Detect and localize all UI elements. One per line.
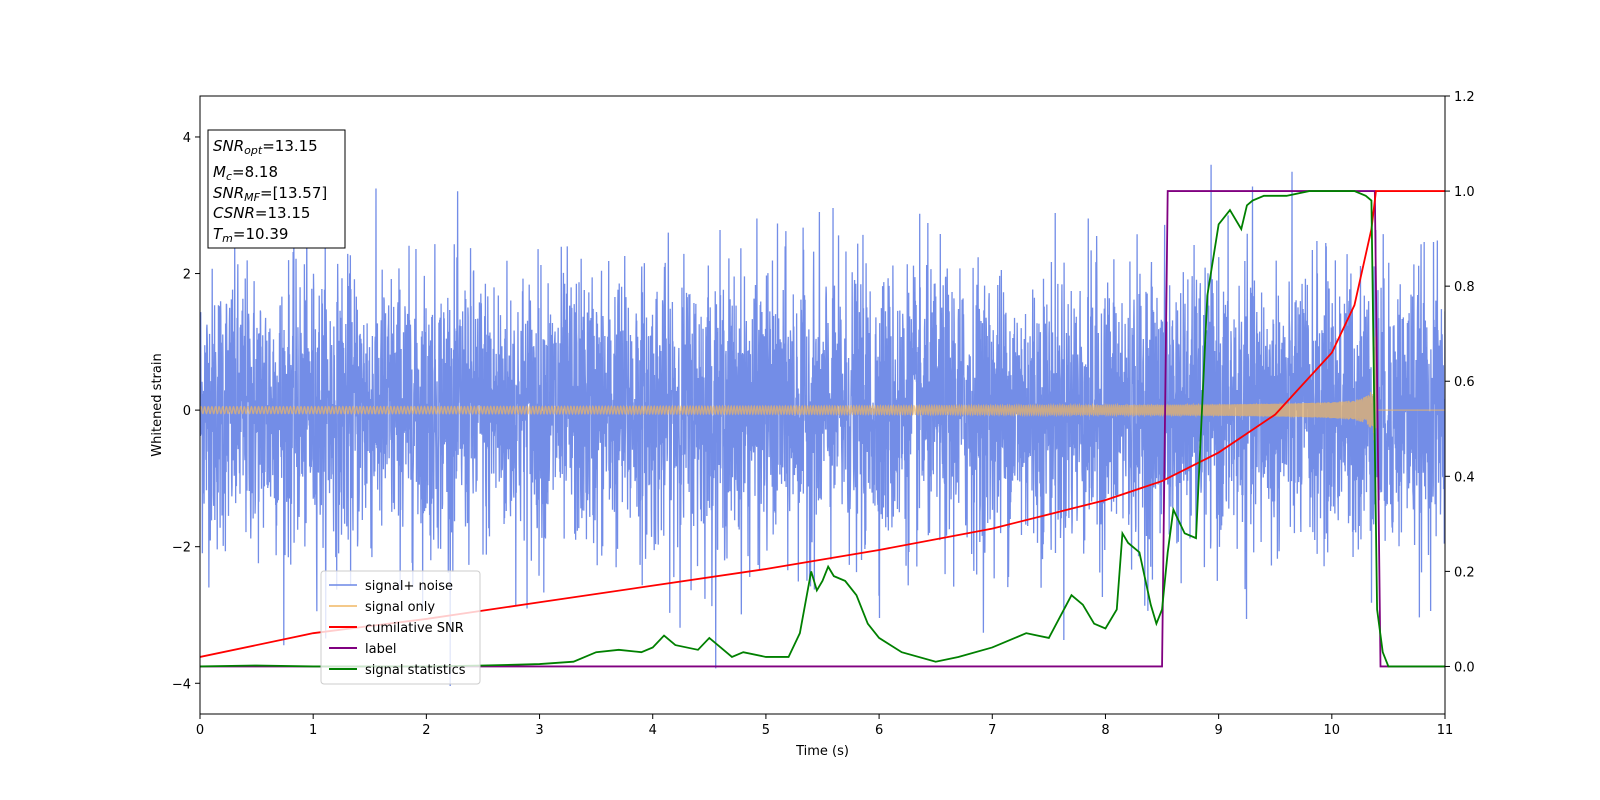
axes-frame [199, 95, 1446, 715]
x-tick-label: 2 [422, 723, 430, 738]
y2-tick-label: 0.8 [1454, 280, 1475, 295]
y-tick-label: 4 [183, 131, 191, 146]
x-tick-label: 4 [649, 723, 657, 738]
series-signal-statistics [200, 190, 1445, 668]
stat-tm: Tm=10.39 [213, 225, 288, 245]
stat-snr-mf: SNRMF=[13.57] [213, 184, 327, 204]
series-cumulative-snr [200, 190, 1445, 658]
legend-label: signal statistics [365, 663, 466, 678]
y2-tick-label: 0.2 [1454, 565, 1475, 580]
series-signal-only [200, 327, 1445, 458]
legend-label: signal only [365, 600, 435, 615]
y-tick-label: −4 [172, 677, 191, 692]
y2-tick-label: 1.0 [1454, 185, 1475, 200]
x-axis-label: Time (s) [795, 744, 849, 759]
y-tick-label: −2 [172, 541, 191, 556]
x-tick-label: 5 [762, 723, 770, 738]
x-tick-label: 3 [535, 723, 543, 738]
x-axis: 0 1 2 3 4 5 6 7 8 9 10 11 [196, 714, 1453, 738]
stat-mc: Mc=8.18 [213, 163, 278, 183]
legend: signal+ noise signal only cumilative SNR la… [320, 570, 481, 685]
y2-tick-label: 0.0 [1454, 660, 1475, 675]
legend-label: label [365, 642, 396, 657]
plot-border [199, 95, 1446, 715]
x-tick-label: 7 [988, 723, 996, 738]
y-tick-label: 2 [183, 268, 191, 283]
x-tick-label: 6 [875, 723, 883, 738]
y2-tick-label: 0.4 [1454, 470, 1475, 485]
y2-tick-label: 0.6 [1454, 375, 1475, 390]
legend-label: signal+ noise [365, 579, 453, 594]
legend-label: cumilative SNR [365, 621, 464, 636]
stat-csnr: CSNR=13.15 [213, 204, 310, 222]
x-tick-label: 9 [1214, 723, 1222, 738]
x-tick-label: 10 [1324, 723, 1341, 738]
y2-tick-label: 1.2 [1454, 90, 1475, 105]
y-axis-left: 4 2 0 −2 −4 [172, 131, 200, 692]
x-tick-label: 11 [1437, 723, 1454, 738]
x-tick-label: 0 [196, 723, 204, 738]
stats-box: SNRopt=13.15 Mc=8.18 SNRMF=[13.57] CSNR=… [207, 129, 346, 249]
y-axis-label: Whitened strain [150, 353, 165, 456]
x-tick-label: 8 [1101, 723, 1109, 738]
stat-snr-opt: SNRopt=13.15 [213, 137, 318, 157]
y-axis-right: 1.2 1.0 0.8 0.6 0.4 0.2 0.0 [1445, 90, 1475, 675]
x-tick-label: 1 [309, 723, 317, 738]
y-tick-label: 0 [183, 404, 191, 419]
